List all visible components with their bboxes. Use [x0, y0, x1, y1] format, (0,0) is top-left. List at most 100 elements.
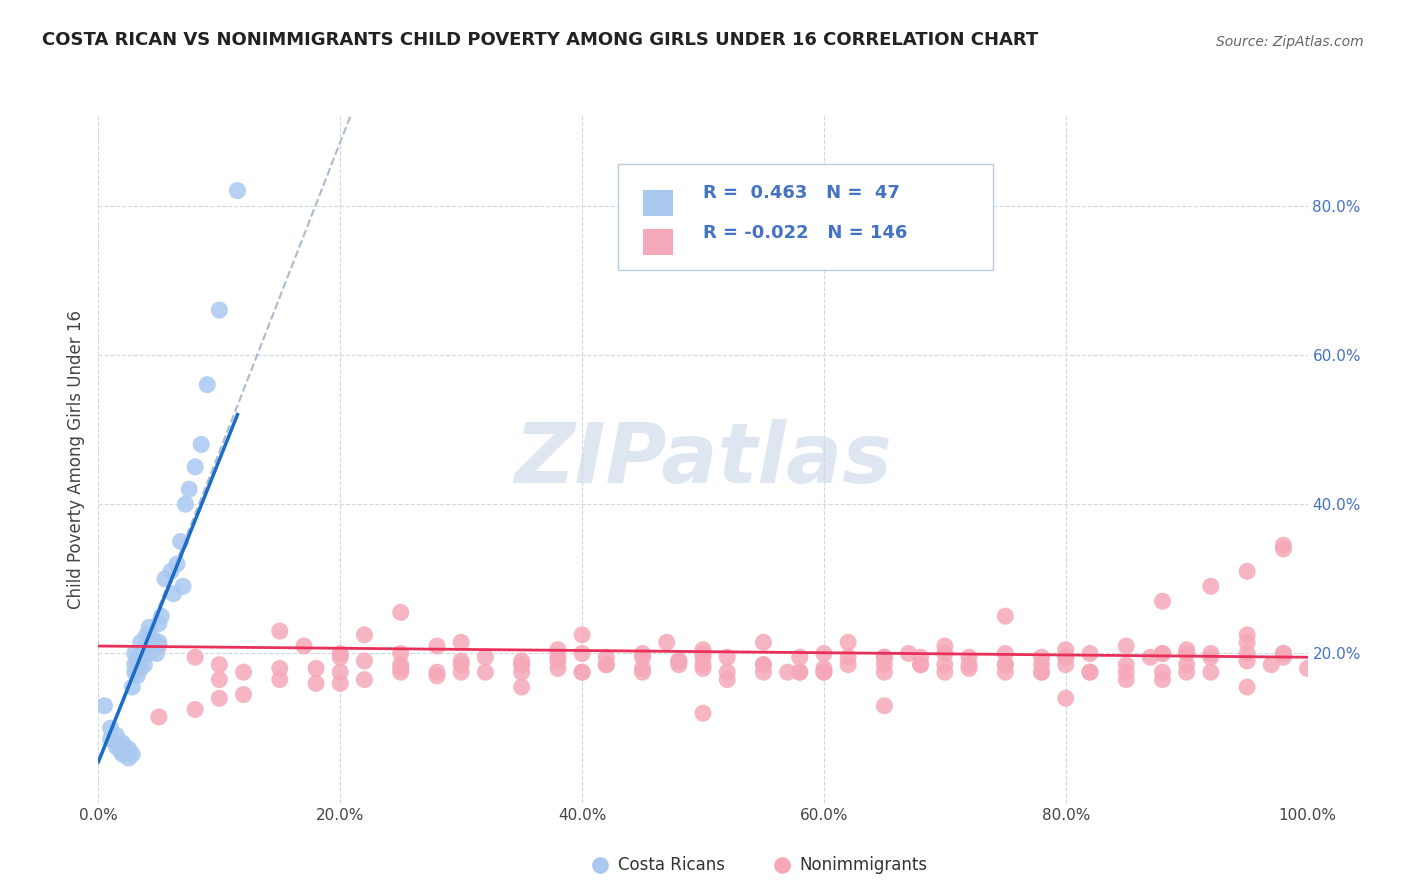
Point: [134, 657, 156, 672]
Point: [305, 661, 328, 675]
Point: [692, 661, 714, 675]
Point: [1236, 647, 1258, 661]
Point: [547, 642, 569, 657]
Point: [1272, 647, 1295, 661]
Point: [184, 459, 207, 474]
Point: [957, 650, 980, 665]
Point: [1152, 594, 1174, 608]
Point: [474, 650, 496, 665]
Point: [1054, 657, 1077, 672]
Point: [692, 647, 714, 661]
Point: [108, 743, 131, 757]
Point: [329, 650, 352, 665]
Point: [474, 665, 496, 680]
Text: Costa Ricans: Costa Ricans: [619, 855, 725, 873]
Point: [153, 572, 176, 586]
Point: [1152, 647, 1174, 661]
Point: [837, 635, 859, 649]
Point: [305, 676, 328, 690]
Point: [1199, 665, 1222, 680]
Point: [100, 732, 122, 747]
Point: [1296, 661, 1319, 675]
Point: [426, 639, 449, 653]
Point: [127, 669, 149, 683]
Point: [269, 624, 291, 639]
Point: [692, 650, 714, 665]
Point: [1175, 647, 1198, 661]
Point: [571, 647, 593, 661]
Point: [716, 650, 738, 665]
Point: [510, 657, 533, 672]
Point: [1054, 650, 1077, 665]
Point: [353, 673, 375, 687]
Point: [1115, 639, 1137, 653]
Point: [1199, 647, 1222, 661]
Point: [873, 698, 896, 713]
Point: [873, 650, 896, 665]
Point: [1054, 650, 1077, 665]
Text: R =  0.463   N =  47: R = 0.463 N = 47: [703, 184, 900, 202]
Point: [329, 676, 352, 690]
Point: [124, 657, 146, 672]
Point: [957, 661, 980, 675]
Point: [752, 665, 775, 680]
Point: [668, 654, 690, 668]
Point: [1031, 665, 1053, 680]
Point: [752, 657, 775, 672]
Point: [547, 650, 569, 665]
Point: [1260, 657, 1282, 672]
Point: [1031, 657, 1053, 672]
Point: [510, 654, 533, 668]
Point: [114, 739, 136, 754]
Point: [595, 657, 617, 672]
Point: [1199, 650, 1222, 665]
Point: [1115, 657, 1137, 672]
Point: [692, 642, 714, 657]
Point: [934, 647, 956, 661]
Y-axis label: Child Poverty Among Girls Under 16: Child Poverty Among Girls Under 16: [66, 310, 84, 609]
Point: [292, 639, 315, 653]
Point: [510, 665, 533, 680]
Point: [118, 751, 141, 765]
Point: [148, 710, 170, 724]
Point: [1139, 650, 1161, 665]
Point: [1175, 665, 1198, 680]
Point: [450, 665, 472, 680]
Point: [510, 657, 533, 672]
Point: [934, 639, 956, 653]
Point: [118, 745, 141, 759]
Point: [789, 665, 811, 680]
Point: [1199, 579, 1222, 593]
Point: [1272, 538, 1295, 552]
Point: [547, 661, 569, 675]
Point: [148, 639, 170, 653]
Point: [121, 680, 143, 694]
Point: [994, 657, 1017, 672]
Point: [129, 661, 152, 675]
Text: R = -0.022   N = 146: R = -0.022 N = 146: [703, 224, 907, 242]
Point: [1152, 665, 1174, 680]
Point: [450, 657, 472, 672]
Point: [148, 616, 170, 631]
Point: [692, 706, 714, 721]
Point: [329, 647, 352, 661]
Point: [1054, 691, 1077, 706]
Point: [668, 657, 690, 672]
Point: [1175, 657, 1198, 672]
Point: [595, 657, 617, 672]
Point: [1236, 565, 1258, 579]
Point: [789, 665, 811, 680]
Point: [450, 635, 472, 649]
Point: [1078, 647, 1101, 661]
Point: [837, 657, 859, 672]
Point: [910, 657, 932, 672]
Point: [631, 650, 654, 665]
Point: [174, 497, 197, 511]
Point: [547, 654, 569, 668]
Point: [172, 579, 194, 593]
Point: [121, 747, 143, 762]
FancyBboxPatch shape: [643, 229, 673, 255]
Point: [934, 665, 956, 680]
Point: [813, 661, 835, 675]
Point: [813, 647, 835, 661]
